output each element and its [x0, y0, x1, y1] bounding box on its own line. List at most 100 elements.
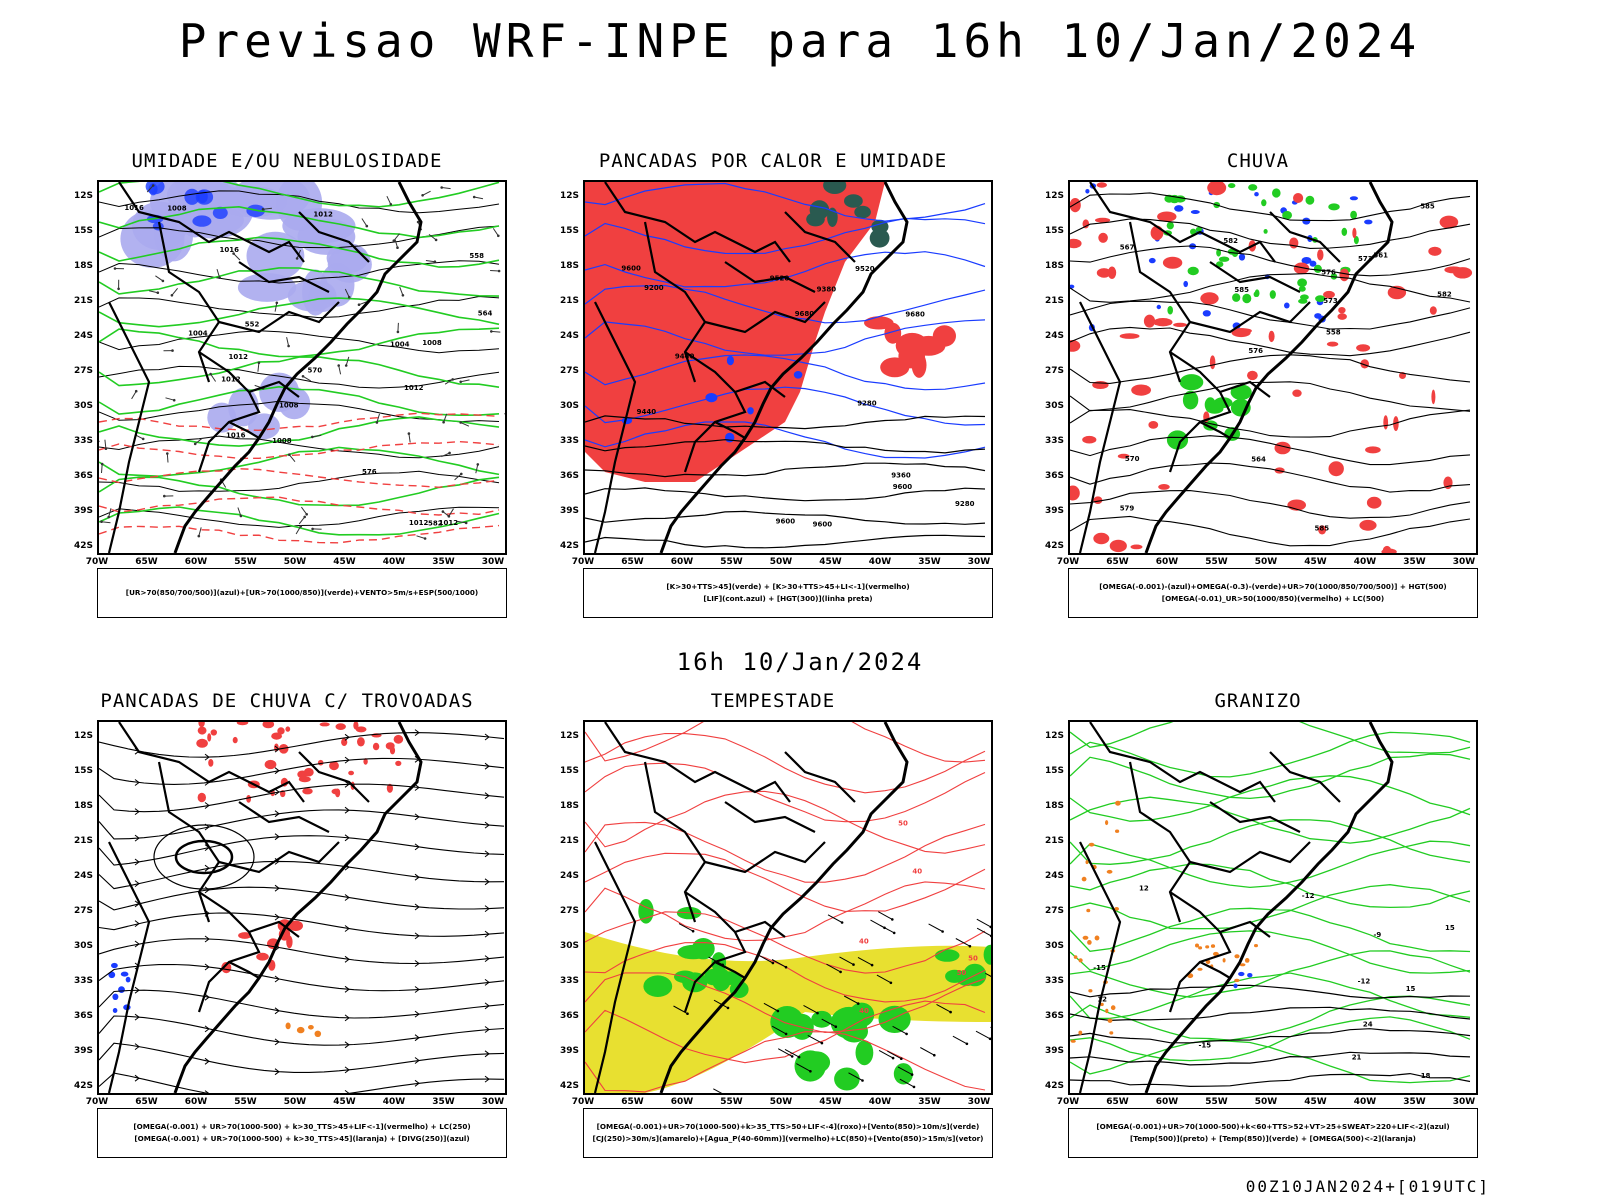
data-blob	[1232, 293, 1241, 302]
data-blob	[854, 205, 871, 219]
wind-vector-head	[193, 442, 197, 446]
data-blob	[1156, 304, 1161, 310]
data-blob	[1328, 203, 1340, 211]
lon-tick-label: 50W	[769, 1097, 793, 1107]
streamline-arrow	[344, 1014, 350, 1022]
data-blob	[1293, 193, 1304, 203]
data-blob	[1166, 430, 1189, 450]
streamline-arrow	[484, 1002, 490, 1010]
wind-vector-head	[401, 294, 405, 297]
contour-label: 1012	[313, 211, 333, 219]
map-svg: 1008 1004 1008 1012 1012 1016 1008 1012 1016 1004…	[99, 182, 505, 553]
wind-vector-head	[171, 349, 174, 352]
data-blob	[1174, 205, 1184, 212]
contour-label: 552	[245, 321, 260, 329]
wind-vector-head	[852, 963, 855, 966]
contour-line	[585, 732, 986, 794]
data-blob	[108, 971, 116, 979]
contour-label: 576	[1248, 347, 1263, 355]
wind-vector	[104, 439, 107, 449]
contour-label: 1008	[167, 204, 187, 212]
lat-tick-label: 15S	[73, 226, 93, 236]
streamline-arrow	[204, 864, 210, 872]
contour-line	[1070, 1051, 1471, 1066]
data-blob	[145, 182, 165, 195]
contour-line	[99, 416, 500, 447]
legend-box: [UR>70(850/700/500)](azul)+[UR>70(1000/8…	[97, 568, 507, 618]
lat-tick-label: 12S	[1044, 191, 1064, 201]
wind-vector	[878, 1049, 894, 1059]
wind-vector-head	[797, 1055, 801, 1059]
contour-label: 24	[1363, 1020, 1373, 1028]
wind-vector	[985, 972, 991, 977]
data-blob	[1216, 248, 1221, 257]
lat-tick-label: 15S	[1044, 226, 1064, 236]
streamline-arrow	[414, 729, 420, 736]
wind-vector-head	[239, 514, 243, 518]
wind-vector	[826, 963, 841, 973]
streamline-arrow	[484, 955, 490, 962]
contour-line	[585, 534, 986, 549]
contour-label: 15	[1406, 985, 1416, 993]
map-frame: 9680 9600 9600 9680 9600 9520 9600 9520 9440 9440…	[583, 180, 993, 555]
lon-tick-label: 45W	[819, 1097, 842, 1107]
data-blob	[1356, 344, 1371, 352]
lon-tick-label: 55W	[234, 1097, 257, 1107]
wind-vector-head	[840, 921, 844, 924]
contour-line	[1070, 326, 1471, 357]
wind-vector	[386, 195, 392, 205]
wind-vector	[448, 508, 454, 517]
lon-tick-label: 55W	[720, 1097, 743, 1107]
contour-line	[1070, 796, 1471, 844]
wind-vector-head	[448, 451, 451, 455]
wind-vector-head	[396, 330, 400, 334]
data-blob	[1082, 935, 1089, 940]
lon-tick-label: 40W	[868, 557, 892, 567]
wind-vector-head	[933, 1053, 936, 1057]
wind-vector	[457, 520, 467, 524]
wind-vector	[763, 1002, 779, 1012]
wind-vector-head	[784, 1032, 788, 1036]
lat-tick-label: 39S	[559, 506, 579, 516]
data-blob	[1088, 989, 1093, 993]
data-blob	[314, 1030, 322, 1037]
contour-label: 585	[1315, 525, 1330, 533]
streamline	[99, 860, 505, 890]
streamline-arrow	[414, 1079, 420, 1087]
contour-line	[99, 435, 500, 459]
contour-line	[1070, 300, 1471, 330]
map-svg: -9 -12 -12 -15 -15 15 12 18 15 12 21 24	[1070, 722, 1471, 1093]
lat-tick-label: 42S	[73, 1081, 93, 1091]
streamline	[99, 963, 505, 992]
contour-label: -12	[1302, 892, 1315, 900]
contour-label: 582	[1223, 237, 1238, 245]
wind-vector	[936, 1003, 951, 1013]
wind-vector-head	[891, 918, 894, 921]
data-blob	[212, 206, 228, 219]
lat-tick-label: 18S	[73, 801, 93, 811]
wind-vector-head	[423, 537, 427, 540]
streamline	[99, 1015, 505, 1046]
data-blob	[1114, 907, 1119, 911]
data-blob	[1233, 983, 1238, 989]
data-blob	[793, 371, 803, 379]
data-blob	[1269, 290, 1276, 299]
contour-label: 50	[957, 969, 967, 977]
contour-label: 1012	[439, 519, 459, 527]
wind-vector-head	[989, 925, 991, 929]
contour-line	[585, 462, 986, 478]
data-blob	[1085, 189, 1090, 194]
data-blob	[238, 932, 252, 939]
contour-label: 50	[968, 954, 978, 962]
data-blob	[1314, 313, 1322, 319]
data-blob	[395, 760, 402, 766]
data-blob	[1115, 800, 1121, 806]
wind-vector	[784, 1048, 800, 1058]
lat-tick-label: 21S	[1044, 296, 1064, 306]
lat-tick-label: 21S	[559, 836, 579, 846]
contour-label: 570	[1125, 455, 1140, 463]
contour-label: 9380	[817, 285, 837, 293]
wind-vector-head	[809, 1070, 812, 1073]
lon-tick-label: 70W	[571, 557, 595, 567]
wind-vector	[491, 330, 501, 333]
